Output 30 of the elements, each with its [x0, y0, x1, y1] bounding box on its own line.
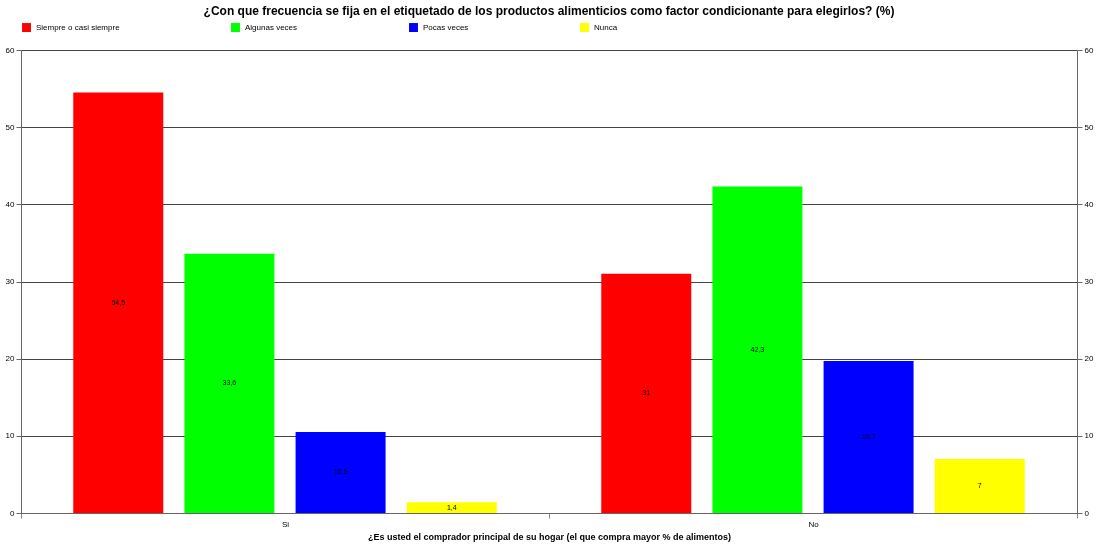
bar: [823, 360, 914, 513]
y2-tick-label: 50: [1084, 122, 1094, 132]
bar: [406, 502, 497, 513]
y-tick-label: 40: [5, 199, 16, 209]
bar: [295, 431, 386, 513]
y-tick-label: 10: [5, 431, 16, 441]
y-tick-label: 50: [5, 122, 16, 132]
chart-title: ¿Con que frecuencia se fija en el etiquetado de los productos alimenticios como factor condicionante para elegirlos? (%): [203, 4, 895, 18]
bar: [601, 273, 692, 513]
y2-tick-label: 0: [1084, 508, 1090, 518]
y-tick-label: 20: [5, 354, 16, 364]
y-tick-label: 60: [5, 45, 16, 55]
x-tick-label: No: [808, 519, 820, 529]
y2-tick-label: 20: [1084, 354, 1094, 364]
y2-tick-label: 60: [1084, 45, 1094, 55]
legend-label: Nunca: [594, 22, 618, 32]
bar: [934, 458, 1025, 513]
x-axis-title: ¿Es usted el comprador principal de su hogar (el que compra mayor % de alimentos): [367, 531, 732, 542]
legend-label: Siempre o casi siempre: [36, 22, 121, 32]
bar: [73, 92, 164, 513]
y2-tick-label: 30: [1084, 277, 1094, 286]
y2-tick-label: 10: [1084, 431, 1094, 441]
y2-tick-label: 40: [1084, 199, 1094, 209]
x-tick-label: Si: [281, 519, 290, 529]
bar: [184, 253, 275, 513]
bar: [712, 186, 803, 513]
y-tick-label: 0: [10, 508, 16, 518]
legend-label: Pocas veces: [423, 22, 469, 32]
y-tick-label: 30: [5, 277, 16, 286]
legend-label: Algunas veces: [245, 22, 298, 32]
